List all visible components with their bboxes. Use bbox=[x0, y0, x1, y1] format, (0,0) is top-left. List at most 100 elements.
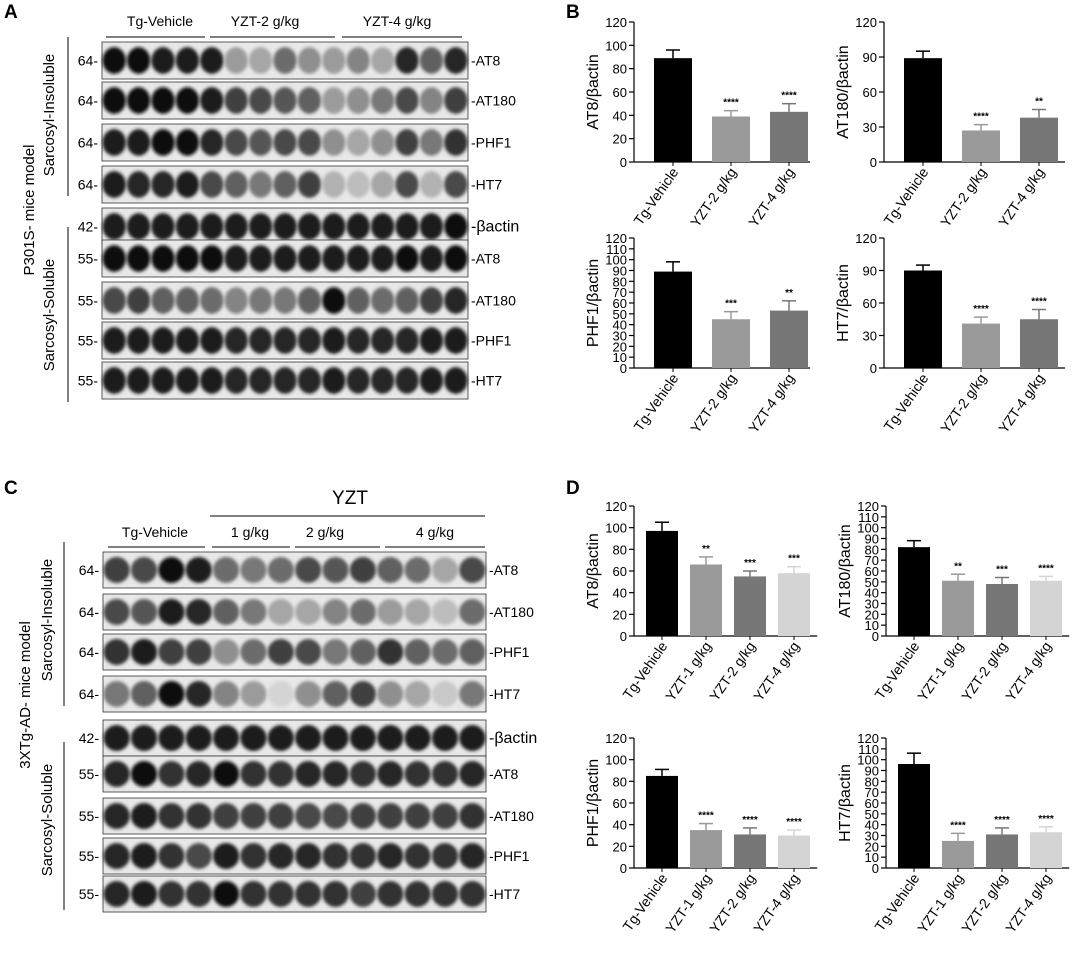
y-tick-label: 80 bbox=[865, 774, 879, 789]
blot-band bbox=[130, 803, 158, 829]
y-axis-label: PHF1/βactin bbox=[585, 759, 602, 847]
x-tick-label: YZT-2 g/kg bbox=[687, 165, 739, 227]
y-tick-label: 110 bbox=[858, 510, 879, 525]
blot-band bbox=[102, 287, 126, 314]
blot-band bbox=[295, 681, 322, 707]
y-tick-label: 20 bbox=[613, 132, 627, 147]
blot-band bbox=[346, 213, 370, 240]
blot-band bbox=[419, 327, 444, 354]
blot-band bbox=[444, 171, 468, 198]
blot-band bbox=[431, 681, 459, 707]
bar bbox=[1020, 117, 1058, 162]
blot-band bbox=[370, 245, 395, 272]
antibody-label: -AT8 bbox=[471, 53, 501, 69]
blot-band bbox=[459, 599, 486, 625]
blot-band bbox=[322, 557, 349, 583]
y-tick-label: 20 bbox=[613, 839, 627, 854]
antibody-label: -PHF1 bbox=[489, 848, 530, 864]
blot-band bbox=[151, 287, 175, 314]
y-axis-label: PHF1/βactin bbox=[585, 259, 602, 347]
blot-band bbox=[103, 599, 130, 625]
blot-band bbox=[126, 47, 151, 74]
molecular-weight-marker: 55- bbox=[78, 251, 99, 267]
blot-band bbox=[459, 681, 486, 707]
y-tick-label: 60 bbox=[863, 85, 877, 100]
blot-band bbox=[175, 245, 200, 272]
y-tick-label: 40 bbox=[613, 586, 627, 601]
blot-band bbox=[295, 599, 322, 625]
blot-band bbox=[158, 843, 185, 869]
blot-band bbox=[322, 843, 349, 869]
significance-marker: ** bbox=[785, 288, 793, 299]
molecular-weight-marker: 64- bbox=[79, 644, 100, 660]
bar bbox=[654, 58, 692, 162]
antibody-label: -βactin bbox=[489, 730, 537, 747]
y-tick-label: 0 bbox=[620, 155, 627, 170]
blot-band bbox=[158, 557, 185, 583]
y-tick-label: 60 bbox=[613, 796, 627, 811]
blot-band bbox=[248, 87, 273, 114]
blot-band bbox=[322, 639, 349, 665]
y-tick-label: 30 bbox=[865, 597, 879, 612]
blot-band bbox=[126, 367, 151, 394]
lane-group-label: YZT-2 g/kg bbox=[231, 13, 299, 29]
molecular-weight-marker: 55- bbox=[79, 766, 100, 782]
blot-band bbox=[349, 557, 377, 583]
blot-band bbox=[273, 367, 297, 394]
panel-label-b: B bbox=[566, 2, 580, 23]
blot-band bbox=[224, 129, 248, 156]
blot-band bbox=[377, 725, 404, 751]
blot-band bbox=[322, 245, 346, 272]
blot-band bbox=[377, 639, 404, 665]
blot-band bbox=[273, 87, 297, 114]
blot-band bbox=[346, 287, 370, 314]
blot-band bbox=[212, 803, 240, 829]
y-tick-label: 30 bbox=[865, 829, 879, 844]
blot-band bbox=[103, 725, 130, 751]
blot-band bbox=[346, 245, 370, 272]
blot-band bbox=[419, 367, 444, 394]
blot-band bbox=[151, 213, 175, 240]
blot-band bbox=[404, 557, 431, 583]
blot-band bbox=[297, 129, 322, 156]
blot-band bbox=[212, 557, 240, 583]
y-tick-label: 80 bbox=[613, 62, 627, 77]
antibody-label: -AT8 bbox=[489, 562, 519, 578]
y-tick-label: 100 bbox=[605, 38, 627, 53]
y-tick-label: 60 bbox=[865, 564, 879, 579]
y-tick-label: 110 bbox=[858, 742, 879, 757]
x-tick-label: YZT-2 g/kg bbox=[687, 371, 739, 436]
blot-band bbox=[224, 213, 248, 240]
blot-band bbox=[130, 843, 158, 869]
fraction-label: Sarcosyl-Soluble bbox=[39, 764, 56, 877]
blot-band bbox=[295, 881, 322, 907]
antibody-label: -HT7 bbox=[471, 373, 502, 389]
bar bbox=[712, 116, 750, 162]
blot-band bbox=[102, 327, 126, 354]
blot-band bbox=[404, 725, 431, 751]
blot-band bbox=[240, 725, 267, 751]
blot-band bbox=[346, 367, 370, 394]
blot-band bbox=[224, 327, 248, 354]
blot-band bbox=[395, 213, 419, 240]
bar bbox=[1030, 580, 1062, 636]
bar bbox=[898, 764, 930, 868]
western-blot-panel-a: Tg-Vehicle YZT-2 g/kg YZT-4 g/kg P301S- mic… bbox=[21, 13, 519, 402]
blot-band bbox=[240, 843, 267, 869]
model-label: P301S- mice model bbox=[21, 145, 38, 276]
molecular-weight-marker: 55- bbox=[79, 848, 100, 864]
blot-band bbox=[444, 47, 468, 74]
fraction-label: Sarcosyl-Insoluble bbox=[41, 54, 58, 177]
blot-band bbox=[102, 171, 126, 198]
blot-band bbox=[459, 843, 486, 869]
x-tick-label: Tg-Vehicle bbox=[630, 370, 681, 434]
blot-band bbox=[322, 599, 349, 625]
blot-band bbox=[158, 681, 185, 707]
blot-band bbox=[459, 881, 486, 907]
blot-band bbox=[103, 557, 130, 583]
y-tick-label: 80 bbox=[865, 542, 879, 557]
lane-group-label: Tg-Vehicle bbox=[127, 13, 193, 29]
bar bbox=[962, 323, 1000, 368]
bar-chart-d-phf1: 020406080100120PHF1/βactinTg-Vehicle****… bbox=[585, 731, 818, 936]
molecular-weight-marker: 55- bbox=[78, 373, 99, 389]
